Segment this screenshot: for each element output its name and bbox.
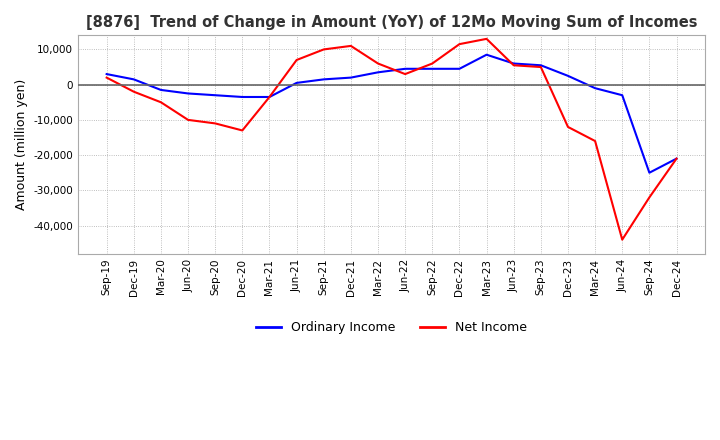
Line: Ordinary Income: Ordinary Income <box>107 55 677 173</box>
Ordinary Income <box>428 66 436 71</box>
Net Income <box>645 195 654 200</box>
Ordinary Income <box>320 77 328 82</box>
Net Income <box>455 41 464 47</box>
Ordinary Income <box>509 61 518 66</box>
Ordinary Income <box>645 170 654 176</box>
Ordinary Income <box>102 71 111 77</box>
Net Income <box>238 128 247 133</box>
Net Income <box>536 64 545 70</box>
Ordinary Income <box>482 52 491 57</box>
Ordinary Income <box>591 85 600 91</box>
Ordinary Income <box>238 94 247 99</box>
Net Income <box>401 71 410 77</box>
Ordinary Income <box>157 87 166 92</box>
Net Income <box>591 139 600 144</box>
Ordinary Income <box>564 73 572 78</box>
Net Income <box>292 57 301 62</box>
Net Income <box>618 237 626 242</box>
Title: [8876]  Trend of Change in Amount (YoY) of 12Mo Moving Sum of Incomes: [8876] Trend of Change in Amount (YoY) o… <box>86 15 698 30</box>
Ordinary Income <box>455 66 464 71</box>
Ordinary Income <box>211 92 220 98</box>
Ordinary Income <box>536 62 545 68</box>
Ordinary Income <box>401 66 410 71</box>
Net Income <box>157 99 166 105</box>
Net Income <box>482 36 491 41</box>
Y-axis label: Amount (million yen): Amount (million yen) <box>15 79 28 210</box>
Legend: Ordinary Income, Net Income: Ordinary Income, Net Income <box>251 316 532 339</box>
Net Income <box>564 124 572 129</box>
Ordinary Income <box>292 80 301 85</box>
Net Income <box>184 117 192 122</box>
Net Income <box>130 89 138 94</box>
Net Income <box>211 121 220 126</box>
Ordinary Income <box>265 94 274 99</box>
Net Income <box>320 47 328 52</box>
Ordinary Income <box>130 77 138 82</box>
Net Income <box>509 62 518 68</box>
Net Income <box>672 156 681 161</box>
Ordinary Income <box>346 75 355 80</box>
Net Income <box>374 61 382 66</box>
Ordinary Income <box>374 70 382 75</box>
Net Income <box>428 61 436 66</box>
Net Income <box>265 94 274 99</box>
Net Income <box>102 75 111 80</box>
Line: Net Income: Net Income <box>107 39 677 240</box>
Ordinary Income <box>618 92 626 98</box>
Net Income <box>346 43 355 48</box>
Ordinary Income <box>184 91 192 96</box>
Ordinary Income <box>672 156 681 161</box>
